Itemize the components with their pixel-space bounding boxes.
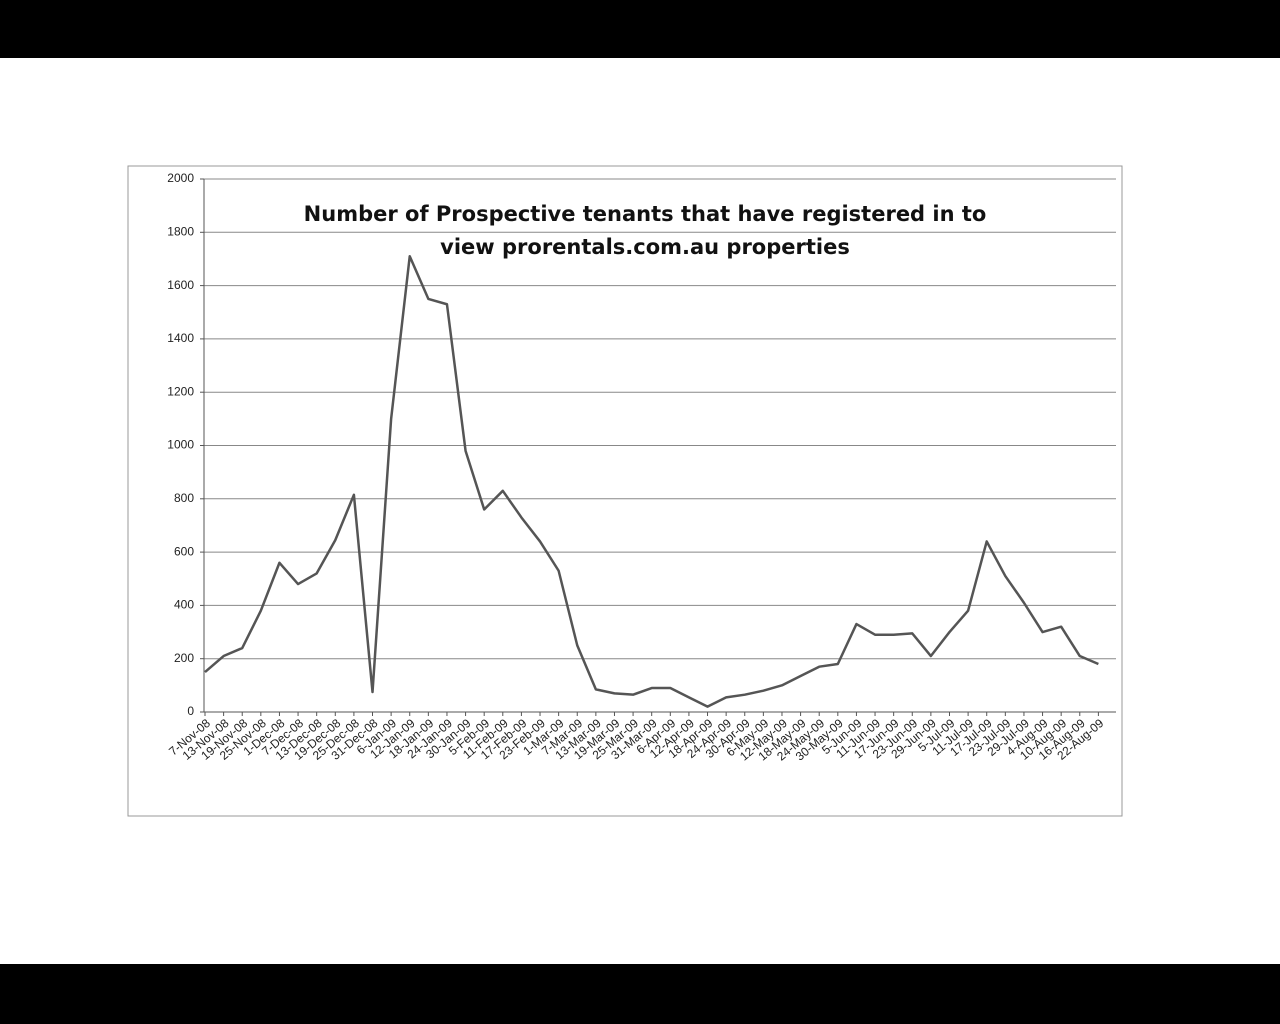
y-tick-label: 400 [174,598,194,612]
y-tick-label: 200 [174,651,194,665]
bottom-bar [0,964,1280,1024]
data-line [204,255,1099,708]
y-tick-label: 1000 [167,438,194,452]
y-tick-label: 2000 [167,171,194,185]
y-tick-label: 1400 [167,331,194,345]
chart-title: Number of Prospective tenants that have … [303,202,987,259]
y-tick-label: 1200 [167,384,194,398]
top-bar [0,0,1280,58]
y-tick-label: 1600 [167,278,194,292]
y-tick-label: 0 [187,704,194,718]
y-tick-label: 1800 [167,224,194,238]
y-tick-label: 800 [174,491,194,505]
y-tick-label: 600 [174,544,194,558]
chart-border [127,165,1123,817]
